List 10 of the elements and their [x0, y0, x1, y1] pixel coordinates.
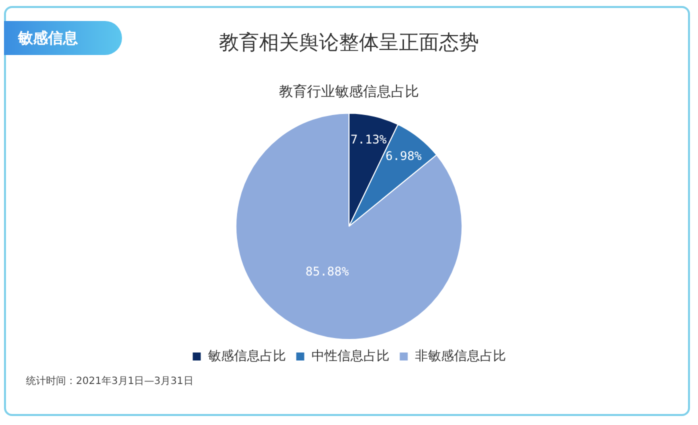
legend-label: 中性信息占比	[311, 348, 390, 364]
data-label: 7.13%	[350, 132, 388, 147]
chart-subtitle: 教育行业敏感信息占比	[279, 83, 419, 100]
legend-label: 非敏感信息占比	[414, 348, 506, 364]
chart-title: 教育相关舆论整体呈正面态势	[219, 30, 479, 54]
text: 敏感信息	[4, 21, 122, 55]
data-label: 85.88%	[305, 264, 350, 278]
legend-label: 敏感信息占比	[208, 348, 286, 364]
data-label: 6.98%	[386, 149, 422, 164]
text: 统计时间：2021年3月1日—3月31日	[26, 374, 194, 388]
